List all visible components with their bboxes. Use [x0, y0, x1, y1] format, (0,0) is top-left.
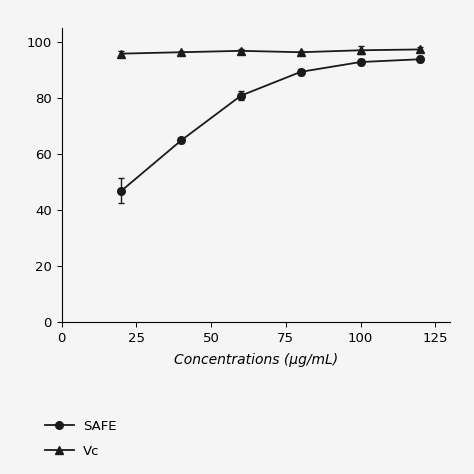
X-axis label: Concentrations (μg/mL): Concentrations (μg/mL) — [174, 354, 338, 367]
Legend: SAFE, Vc: SAFE, Vc — [45, 420, 116, 458]
